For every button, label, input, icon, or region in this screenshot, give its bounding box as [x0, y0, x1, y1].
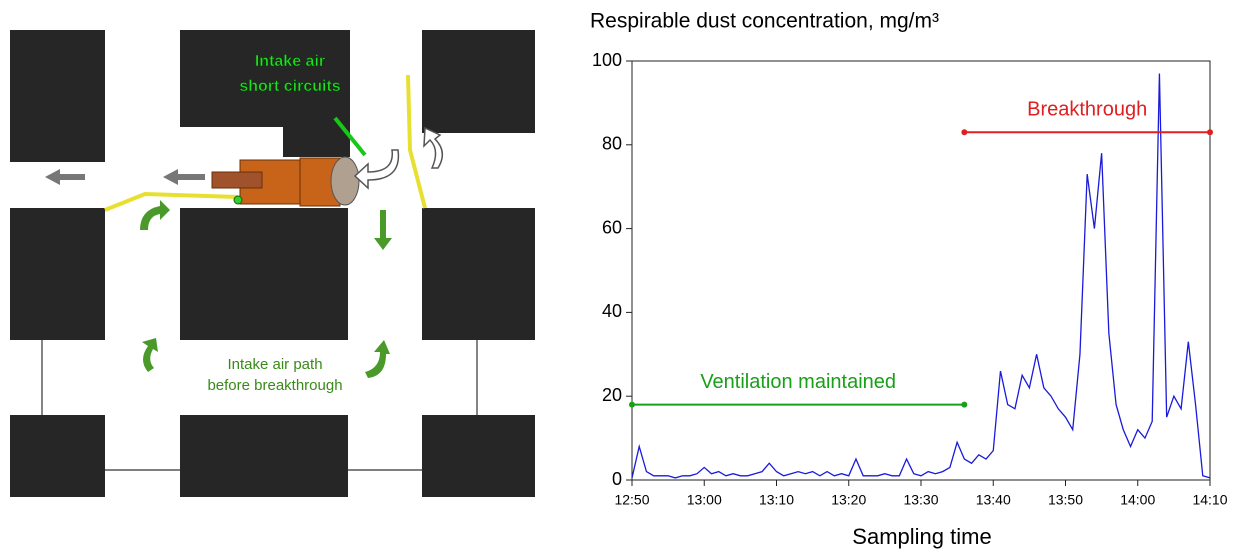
annotation-end	[1207, 129, 1213, 136]
y-tick-label: 80	[602, 134, 622, 154]
diagram-label: before breakthrough	[207, 377, 342, 394]
y-tick-label: 40	[602, 301, 622, 321]
x-tick-label: 13:30	[903, 492, 938, 508]
x-axis-label: Sampling time	[852, 524, 991, 549]
x-tick-label: 13:00	[687, 492, 722, 508]
x-tick-label: 13:50	[1048, 492, 1083, 508]
diagram-label: Intake air path	[227, 356, 322, 373]
annotation-end	[961, 129, 968, 136]
x-tick-label: 12:50	[614, 492, 649, 508]
y-tick-label: 60	[602, 217, 622, 237]
x-tick-label: 13:20	[831, 492, 866, 508]
plot-frame	[631, 60, 1211, 481]
y-tick-label: 0	[612, 469, 622, 489]
y-tick-label: 100	[592, 50, 622, 70]
x-tick-label: 14:00	[1120, 492, 1155, 508]
chart-title: Respirable dust concentration, mg/m³	[590, 10, 939, 33]
annotation-end	[629, 401, 635, 408]
y-tick-label: 20	[602, 385, 622, 405]
diagram-label: Intake air	[255, 53, 325, 70]
mine-diagram: Intake air short circuits Intake air pat…	[10, 30, 535, 497]
annotation-label: Ventilation maintained	[700, 371, 896, 393]
x-tick-label: 13:10	[759, 492, 794, 508]
x-tick-label: 14:10	[1192, 492, 1227, 508]
x-tick-label: 13:40	[976, 492, 1011, 508]
diagram-label: short circuits	[239, 78, 340, 95]
annotation-label: Breakthrough	[1027, 99, 1147, 121]
annotation-end	[961, 401, 968, 408]
data-line	[631, 73, 1211, 479]
chart: Respirable dust concentration, mg/m³ Sam…	[590, 10, 1228, 549]
